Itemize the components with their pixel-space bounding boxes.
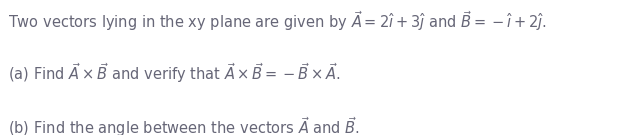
Text: (a) Find $\vec{A} \times \vec{B}$ and verify that $\vec{A} \times \vec{B} = -\ve: (a) Find $\vec{A} \times \vec{B}$ and ve… bbox=[8, 61, 341, 85]
Text: Two vectors lying in the xy plane are given by $\vec{A} = 2\hat{\imath} + 3\hat{: Two vectors lying in the xy plane are gi… bbox=[8, 9, 546, 33]
Text: (b) Find the angle between the vectors $\vec{A}$ and $\vec{B}$.: (b) Find the angle between the vectors $… bbox=[8, 115, 360, 135]
